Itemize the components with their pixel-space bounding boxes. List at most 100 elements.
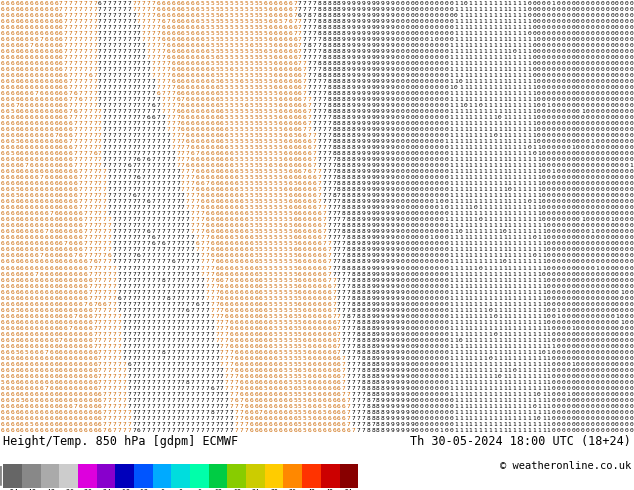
- Text: 1: 1: [498, 169, 501, 174]
- Text: 6: 6: [6, 43, 9, 48]
- Text: 9: 9: [391, 253, 394, 258]
- Text: 7: 7: [137, 290, 141, 294]
- Text: 7: 7: [171, 235, 175, 241]
- Text: 7: 7: [98, 43, 102, 48]
- Text: 0: 0: [552, 326, 555, 331]
- Text: 0: 0: [557, 350, 560, 355]
- Text: 1: 1: [532, 247, 536, 252]
- Text: 7: 7: [162, 85, 165, 90]
- Text: 9: 9: [356, 97, 360, 102]
- Text: 6: 6: [25, 229, 29, 234]
- Text: 1: 1: [508, 211, 512, 216]
- Text: 6: 6: [191, 103, 195, 108]
- Text: 0: 0: [620, 398, 624, 403]
- Text: 7: 7: [98, 247, 102, 252]
- Text: 7: 7: [127, 211, 131, 216]
- Text: 6: 6: [308, 157, 311, 162]
- Text: 1: 1: [493, 218, 497, 222]
- Text: 6: 6: [79, 308, 82, 313]
- Text: 0: 0: [552, 19, 555, 24]
- Text: 0: 0: [439, 314, 443, 318]
- Text: 5: 5: [225, 79, 229, 84]
- Text: 8: 8: [376, 362, 380, 367]
- Text: 1: 1: [479, 428, 482, 433]
- Text: 6: 6: [293, 205, 297, 210]
- Text: 0: 0: [600, 223, 604, 228]
- Text: 0: 0: [600, 398, 604, 403]
- Text: 1: 1: [464, 320, 468, 325]
- Text: 7: 7: [74, 24, 77, 29]
- Text: 7: 7: [133, 55, 136, 60]
- Text: 9: 9: [410, 410, 414, 415]
- Text: 7: 7: [127, 410, 131, 415]
- Text: 0: 0: [586, 380, 590, 385]
- Text: 5: 5: [10, 109, 14, 114]
- Text: 7: 7: [303, 85, 307, 90]
- Text: 1: 1: [450, 211, 453, 216]
- Text: 9: 9: [386, 277, 389, 283]
- Text: 7: 7: [79, 109, 82, 114]
- Text: 7: 7: [147, 31, 151, 36]
- Text: 6: 6: [6, 157, 9, 162]
- Text: 8: 8: [361, 344, 365, 349]
- Text: 0: 0: [586, 320, 590, 325]
- Text: 6: 6: [39, 157, 43, 162]
- Text: 7: 7: [225, 350, 229, 355]
- Text: 5: 5: [269, 157, 273, 162]
- Text: 0: 0: [405, 344, 409, 349]
- Text: 0: 0: [605, 344, 609, 349]
- Text: 0: 0: [435, 73, 438, 78]
- Text: 1: 1: [493, 61, 497, 66]
- Text: 5: 5: [254, 187, 258, 192]
- Text: 7: 7: [137, 31, 141, 36]
- Text: 9: 9: [372, 91, 375, 96]
- Text: 5: 5: [215, 67, 219, 72]
- Text: 7: 7: [142, 368, 146, 373]
- Text: 1: 1: [488, 73, 492, 78]
- Text: 0: 0: [600, 218, 604, 222]
- Text: 6: 6: [176, 37, 180, 42]
- Text: 7: 7: [147, 295, 151, 301]
- Text: 1: 1: [488, 67, 492, 72]
- Text: 1: 1: [498, 428, 501, 433]
- Text: 8: 8: [366, 398, 370, 403]
- Text: 0: 0: [571, 55, 575, 60]
- Text: 6: 6: [318, 235, 321, 241]
- Text: 6: 6: [196, 175, 199, 180]
- Text: 9: 9: [391, 121, 394, 126]
- Text: 7: 7: [230, 368, 233, 373]
- Text: 5: 5: [274, 91, 278, 96]
- Text: 0: 0: [605, 235, 609, 241]
- Text: 6: 6: [274, 410, 278, 415]
- Text: 0: 0: [615, 97, 619, 102]
- Text: 7: 7: [93, 115, 97, 120]
- Text: 7: 7: [293, 6, 297, 12]
- Text: 0: 0: [610, 235, 614, 241]
- Text: 7: 7: [318, 55, 321, 60]
- Text: 0: 0: [405, 157, 409, 162]
- Text: 8: 8: [361, 242, 365, 246]
- Text: 6: 6: [1, 24, 4, 29]
- Text: 0: 0: [576, 380, 579, 385]
- Text: 6: 6: [20, 410, 24, 415]
- Text: 6: 6: [245, 271, 248, 276]
- Text: 1: 1: [474, 6, 477, 12]
- Text: 7: 7: [133, 127, 136, 132]
- Text: 0: 0: [552, 24, 555, 29]
- Text: 9: 9: [366, 115, 370, 120]
- Text: 7: 7: [303, 97, 307, 102]
- Text: 7: 7: [113, 37, 117, 42]
- Text: 1: 1: [503, 308, 507, 313]
- Text: 0: 0: [571, 211, 575, 216]
- Text: 9: 9: [401, 344, 404, 349]
- Text: 6: 6: [98, 422, 102, 427]
- Text: 0: 0: [615, 266, 619, 270]
- Text: 7: 7: [352, 398, 356, 403]
- Text: 0: 0: [566, 24, 570, 29]
- Text: 1: 1: [508, 362, 512, 367]
- Text: 7: 7: [162, 79, 165, 84]
- Text: 1: 1: [464, 145, 468, 150]
- Text: 5: 5: [245, 121, 248, 126]
- Text: 6: 6: [264, 49, 268, 54]
- Text: 5: 5: [215, 49, 219, 54]
